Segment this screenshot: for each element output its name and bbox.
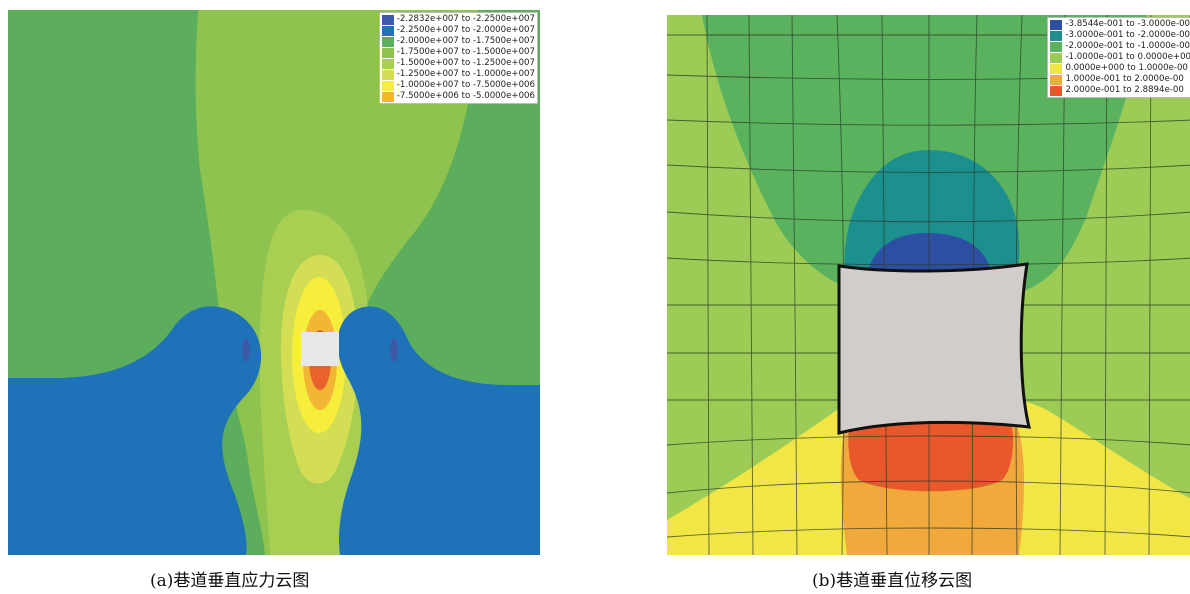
- legend-swatch: [381, 58, 394, 69]
- legend-swatch: [1050, 30, 1063, 41]
- roadway-opening: [837, 262, 1031, 435]
- legend-entry: -2.0000e+007 to -1.7500e+007: [381, 36, 535, 47]
- legend-swatch: [381, 14, 394, 25]
- legend-entry: -2.2832e+007 to -2.2500e+007: [381, 14, 535, 25]
- legend-entry: -1.0000e-001 to 0.0000e+00: [1050, 52, 1190, 63]
- mesh-line: [1148, 15, 1152, 555]
- contour-band-red: [848, 417, 1014, 492]
- legend-entry: -1.2500e+007 to -1.0000e+007: [381, 69, 535, 80]
- stress-legend: -2.2832e+007 to -2.2500e+007 -2.2500e+00…: [378, 12, 538, 104]
- mesh-line: [667, 119, 1190, 126]
- legend-swatch: [1050, 85, 1063, 96]
- figure-caption-b: (b)巷道垂直位移云图: [812, 571, 973, 591]
- stress-peak-left: [242, 338, 250, 362]
- legend-entry: -1.5000e+007 to -1.2500e+007: [381, 58, 535, 69]
- stress-contour-panel: -2.2832e+007 to -2.2500e+007 -2.2500e+00…: [8, 10, 540, 555]
- mesh-line: [667, 480, 1190, 494]
- contour-band-left-blue: [8, 306, 262, 555]
- mesh-line: [748, 15, 754, 555]
- legend-entry: -2.0000e-001 to -1.0000e-00: [1050, 41, 1190, 52]
- legend-entry: -3.0000e-001 to -2.0000e-00: [1050, 30, 1190, 41]
- legend-entry: -1.0000e+007 to -7.5000e+006: [381, 80, 535, 91]
- mesh-line: [667, 164, 1190, 173]
- legend-entry: 1.0000e-001 to 2.0000e-00: [1050, 74, 1190, 85]
- mesh-line: [667, 211, 1190, 223]
- legend-entry: 2.0000e-001 to 2.8894e-00: [1050, 85, 1190, 96]
- displacement-legend: -3.8544e-001 to -3.0000e-00 -3.0000e-001…: [1047, 17, 1190, 98]
- mesh-line: [667, 527, 1190, 538]
- legend-entry: -2.2500e+007 to -2.0000e+007: [381, 25, 535, 36]
- contour-band-right-blue: [337, 306, 540, 555]
- legend-swatch: [381, 47, 394, 58]
- figure-caption-a: (a)巷道垂直应力云图: [150, 571, 310, 591]
- legend-swatch: [1050, 52, 1063, 63]
- legend-entry: 0.0000e+000 to 1.0000e-00: [1050, 63, 1190, 74]
- legend-entry: -7.5000e+006 to -5.0000e+006: [381, 91, 535, 102]
- legend-swatch: [1050, 63, 1063, 74]
- legend-swatch: [1050, 41, 1063, 52]
- legend-swatch: [381, 25, 394, 36]
- legend-swatch: [381, 69, 394, 80]
- stress-peak-right: [390, 338, 398, 362]
- mesh-line: [667, 257, 1190, 266]
- legend-swatch: [1050, 74, 1063, 85]
- legend-entry: -1.7500e+007 to -1.5000e+007: [381, 47, 535, 58]
- legend-swatch: [381, 91, 394, 102]
- roadway-opening: [301, 332, 339, 366]
- displacement-contour-panel: -3.8544e-001 to -3.0000e-00 -3.0000e-001…: [667, 15, 1190, 555]
- mesh-line: [791, 15, 798, 555]
- legend-swatch: [1050, 19, 1063, 30]
- displacement-contour-plot: [667, 15, 1190, 555]
- mesh-line: [667, 435, 1190, 446]
- legend-entry: -3.8544e-001 to -3.0000e-00: [1050, 19, 1190, 30]
- mesh-line: [1104, 15, 1108, 555]
- mesh-line: [706, 15, 710, 555]
- legend-swatch: [381, 36, 394, 47]
- legend-swatch: [381, 80, 394, 91]
